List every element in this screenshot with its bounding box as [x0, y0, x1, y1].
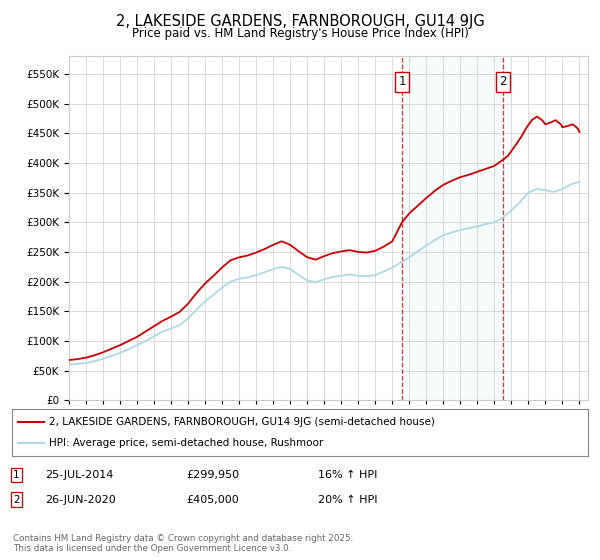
Text: 2, LAKESIDE GARDENS, FARNBOROUGH, GU14 9JG: 2, LAKESIDE GARDENS, FARNBOROUGH, GU14 9…	[116, 14, 484, 29]
Text: £299,950: £299,950	[186, 470, 239, 480]
Text: 26-JUN-2020: 26-JUN-2020	[45, 494, 116, 505]
Text: HPI: Average price, semi-detached house, Rushmoor: HPI: Average price, semi-detached house,…	[49, 438, 323, 448]
Text: Price paid vs. HM Land Registry's House Price Index (HPI): Price paid vs. HM Land Registry's House …	[131, 27, 469, 40]
Text: 2, LAKESIDE GARDENS, FARNBOROUGH, GU14 9JG (semi-detached house): 2, LAKESIDE GARDENS, FARNBOROUGH, GU14 9…	[49, 417, 436, 427]
Text: 16% ↑ HPI: 16% ↑ HPI	[318, 470, 377, 480]
Text: 1: 1	[398, 76, 406, 88]
Text: 20% ↑ HPI: 20% ↑ HPI	[318, 494, 377, 505]
Text: 2: 2	[13, 494, 20, 505]
Bar	[402, 56, 503, 400]
Text: Contains HM Land Registry data © Crown copyright and database right 2025.
This d: Contains HM Land Registry data © Crown c…	[13, 534, 353, 553]
Text: £405,000: £405,000	[186, 494, 239, 505]
Text: 25-JUL-2014: 25-JUL-2014	[45, 470, 113, 480]
Text: 2: 2	[499, 76, 506, 88]
Text: 1: 1	[13, 470, 20, 480]
